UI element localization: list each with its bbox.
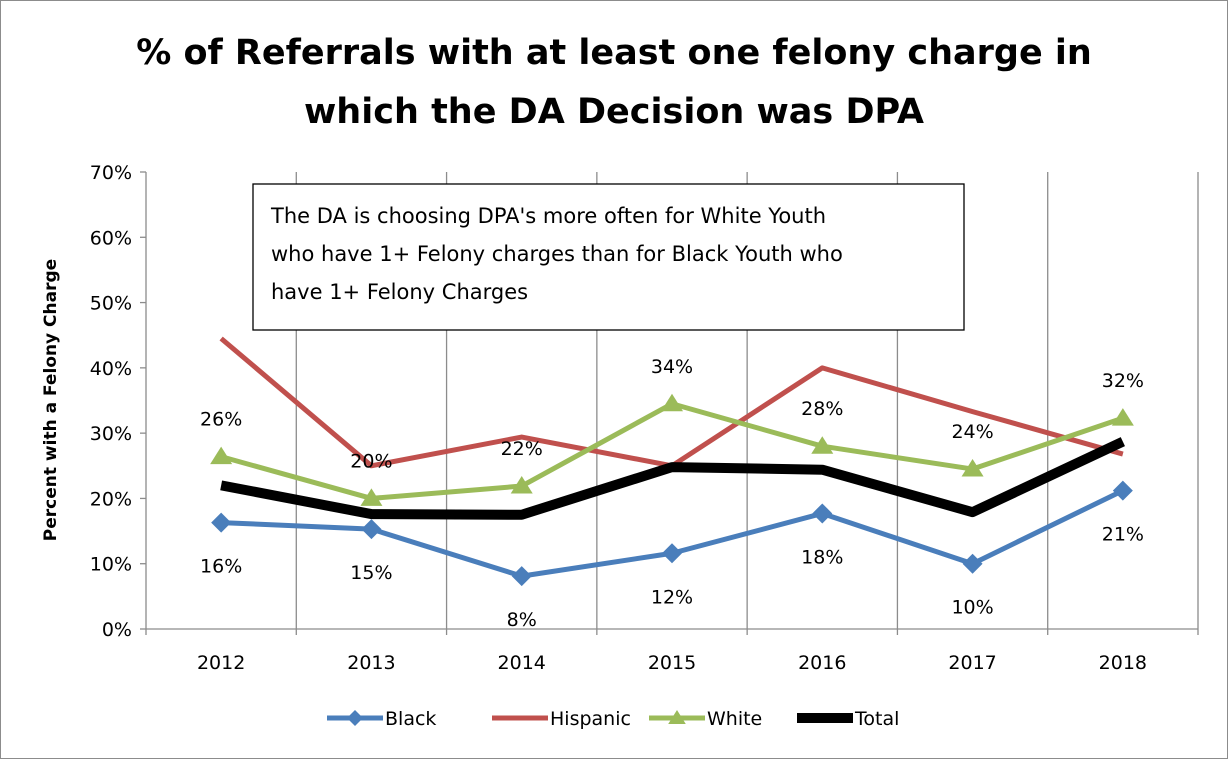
triangle-marker: [210, 446, 233, 465]
legend-item-hispanic: Hispanic: [492, 708, 631, 730]
legend-label: Hispanic: [550, 708, 631, 730]
black-data-label: 12%: [651, 586, 693, 608]
series-white: [210, 393, 1134, 506]
triangle-marker: [961, 459, 984, 477]
y-tick-label: 30%: [90, 423, 132, 445]
x-tick-label: 2018: [1099, 652, 1147, 674]
white-data-label: 22%: [501, 438, 543, 460]
white-data-label: 20%: [350, 450, 392, 472]
legend: Black Hispanic White Total: [327, 708, 899, 730]
annotation-box: The DA is choosing DPA's more often for …: [252, 183, 965, 331]
white-data-label: 26%: [200, 409, 242, 431]
y-tick-label: 20%: [90, 488, 132, 510]
x-tick-label: 2013: [347, 652, 395, 674]
y-tick-label: 60%: [90, 227, 132, 249]
y-tick-label: 40%: [90, 358, 132, 380]
x-tick-label: 2016: [798, 652, 846, 674]
black-data-label: 18%: [801, 546, 843, 568]
x-tick-label: 2017: [948, 652, 996, 674]
diamond-marker: [812, 503, 833, 524]
y-tick-label: 70%: [90, 162, 132, 184]
legend-label: Total: [854, 708, 899, 730]
diamond-marker: [211, 512, 232, 533]
triangle-marker: [1111, 408, 1134, 426]
series-line-total: [220, 437, 1125, 520]
diamond-marker: [662, 543, 682, 564]
legend-label: Black: [385, 708, 436, 730]
annotation-rect: [252, 183, 965, 331]
triangle-marker: [510, 476, 533, 494]
chart-title-line-2: which the DA Decision was DPA: [304, 92, 924, 132]
chart-title-line-1: % of Referrals with at least one felony …: [136, 33, 1092, 73]
annotation-line: The DA is choosing DPA's more often for …: [270, 204, 826, 228]
series-black: [211, 480, 1133, 587]
triangle-marker: [668, 710, 686, 724]
series-lines: [210, 336, 1134, 587]
legend-item-black: Black: [327, 708, 436, 730]
y-tick-label: 50%: [90, 293, 132, 315]
white-data-label: 28%: [801, 398, 843, 420]
diamond-marker: [511, 566, 532, 587]
x-tick-label: 2014: [498, 652, 546, 674]
chart-title: % of Referrals with at least one felony …: [136, 33, 1092, 132]
triangle-marker: [360, 488, 383, 506]
white-data-label: 32%: [1102, 370, 1144, 392]
axes: 0% 10% 20% 30% 40% 50% 60% 70% 2012 2013 2014 2015 2…: [90, 162, 1199, 674]
y-tick-label: 0%: [102, 619, 132, 641]
legend-label: White: [707, 708, 762, 730]
black-data-label: 10%: [951, 597, 993, 619]
triangle-marker: [661, 393, 683, 412]
white-data-label: 34%: [651, 356, 693, 378]
diamond-marker: [1112, 480, 1133, 501]
y-axis-title: Percent with a Felony Charge: [41, 259, 61, 541]
diamond-marker: [347, 710, 363, 726]
black-data-label: 15%: [350, 562, 392, 584]
x-tick-label: 2015: [648, 652, 696, 674]
black-data-label: 16%: [200, 556, 242, 578]
triangle-marker: [811, 436, 834, 454]
diamond-marker: [962, 553, 983, 574]
y-tick-label: 10%: [90, 554, 132, 576]
x-tick-label: 2012: [197, 652, 245, 674]
annotation-line: who have 1+ Felony charges than for Blac…: [271, 242, 843, 266]
annotation-line: have 1+ Felony Charges: [271, 280, 528, 304]
diamond-marker: [361, 519, 382, 540]
black-data-label: 21%: [1102, 524, 1144, 546]
series-total: [220, 437, 1125, 520]
legend-item-white: White: [649, 708, 762, 730]
data-labels: 16% 15% 8% 12% 18% 10% 21% 26% 20% 22% 34% 28% 24% 32…: [200, 356, 1144, 631]
black-data-label: 8%: [507, 609, 537, 631]
white-data-label: 24%: [951, 421, 993, 443]
legend-item-total: Total: [797, 708, 899, 730]
